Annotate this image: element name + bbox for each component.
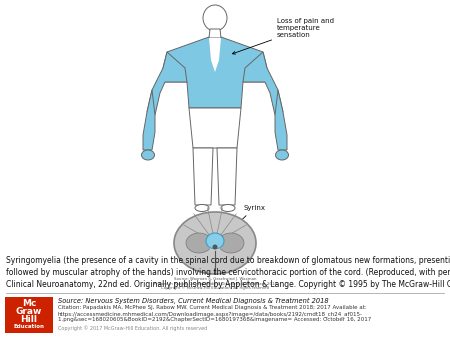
Text: Source: Nervous System Disorders, Current Medical Diagnosis & Treatment 2018: Source: Nervous System Disorders, Curren… [58,298,328,304]
Ellipse shape [207,236,223,250]
Text: Syringomyelia (the presence of a cavity in the spinal cord due to breakdown of g: Syringomyelia (the presence of a cavity … [6,256,450,289]
Text: Syrinx: Syrinx [223,205,265,238]
Ellipse shape [174,212,256,274]
Ellipse shape [206,233,224,249]
Ellipse shape [141,150,154,160]
Text: Education: Education [14,324,45,329]
Ellipse shape [221,204,235,212]
Circle shape [212,244,217,249]
Polygon shape [143,90,155,150]
Text: Graw: Graw [16,307,42,316]
Text: Loss of pain and
temperature
sensation: Loss of pain and temperature sensation [233,18,334,54]
Ellipse shape [203,5,227,31]
Ellipse shape [195,204,209,212]
Text: Mc: Mc [22,299,36,308]
Text: Copyright © 2017 McGraw-Hill Education. All rights reserved: Copyright © 2017 McGraw-Hill Education. … [58,325,207,331]
Polygon shape [163,37,267,108]
Text: Source: Waxman S, Geschwind J. Waxman
Printed in Rabow: Current Medical Diagnosi: Source: Waxman S, Geschwind J. Waxman Pr… [153,277,276,290]
Ellipse shape [218,233,244,253]
Polygon shape [243,52,283,115]
Polygon shape [209,38,221,72]
Text: Hill: Hill [21,315,37,324]
Polygon shape [193,148,213,205]
Ellipse shape [186,233,212,253]
Text: Citation: Papadakis MA, McPhee SJ, Rabow MW. Current Medical Diagnosis & Treatme: Citation: Papadakis MA, McPhee SJ, Rabow… [58,305,367,310]
Polygon shape [209,29,221,38]
Text: 1.png&sec=168020605&BookID=2192&ChapterSectID=1680197368&imagename= Accessed: Oc: 1.png&sec=168020605&BookID=2192&ChapterS… [58,317,371,322]
FancyBboxPatch shape [5,297,53,333]
Polygon shape [275,90,287,150]
Polygon shape [217,148,237,205]
Text: https://accessmedicine.mhmedical.com/Downloadimage.aspx?image=/data/books/2192/c: https://accessmedicine.mhmedical.com/Dow… [58,311,363,317]
Polygon shape [147,52,187,115]
Ellipse shape [275,150,288,160]
Polygon shape [189,108,241,148]
